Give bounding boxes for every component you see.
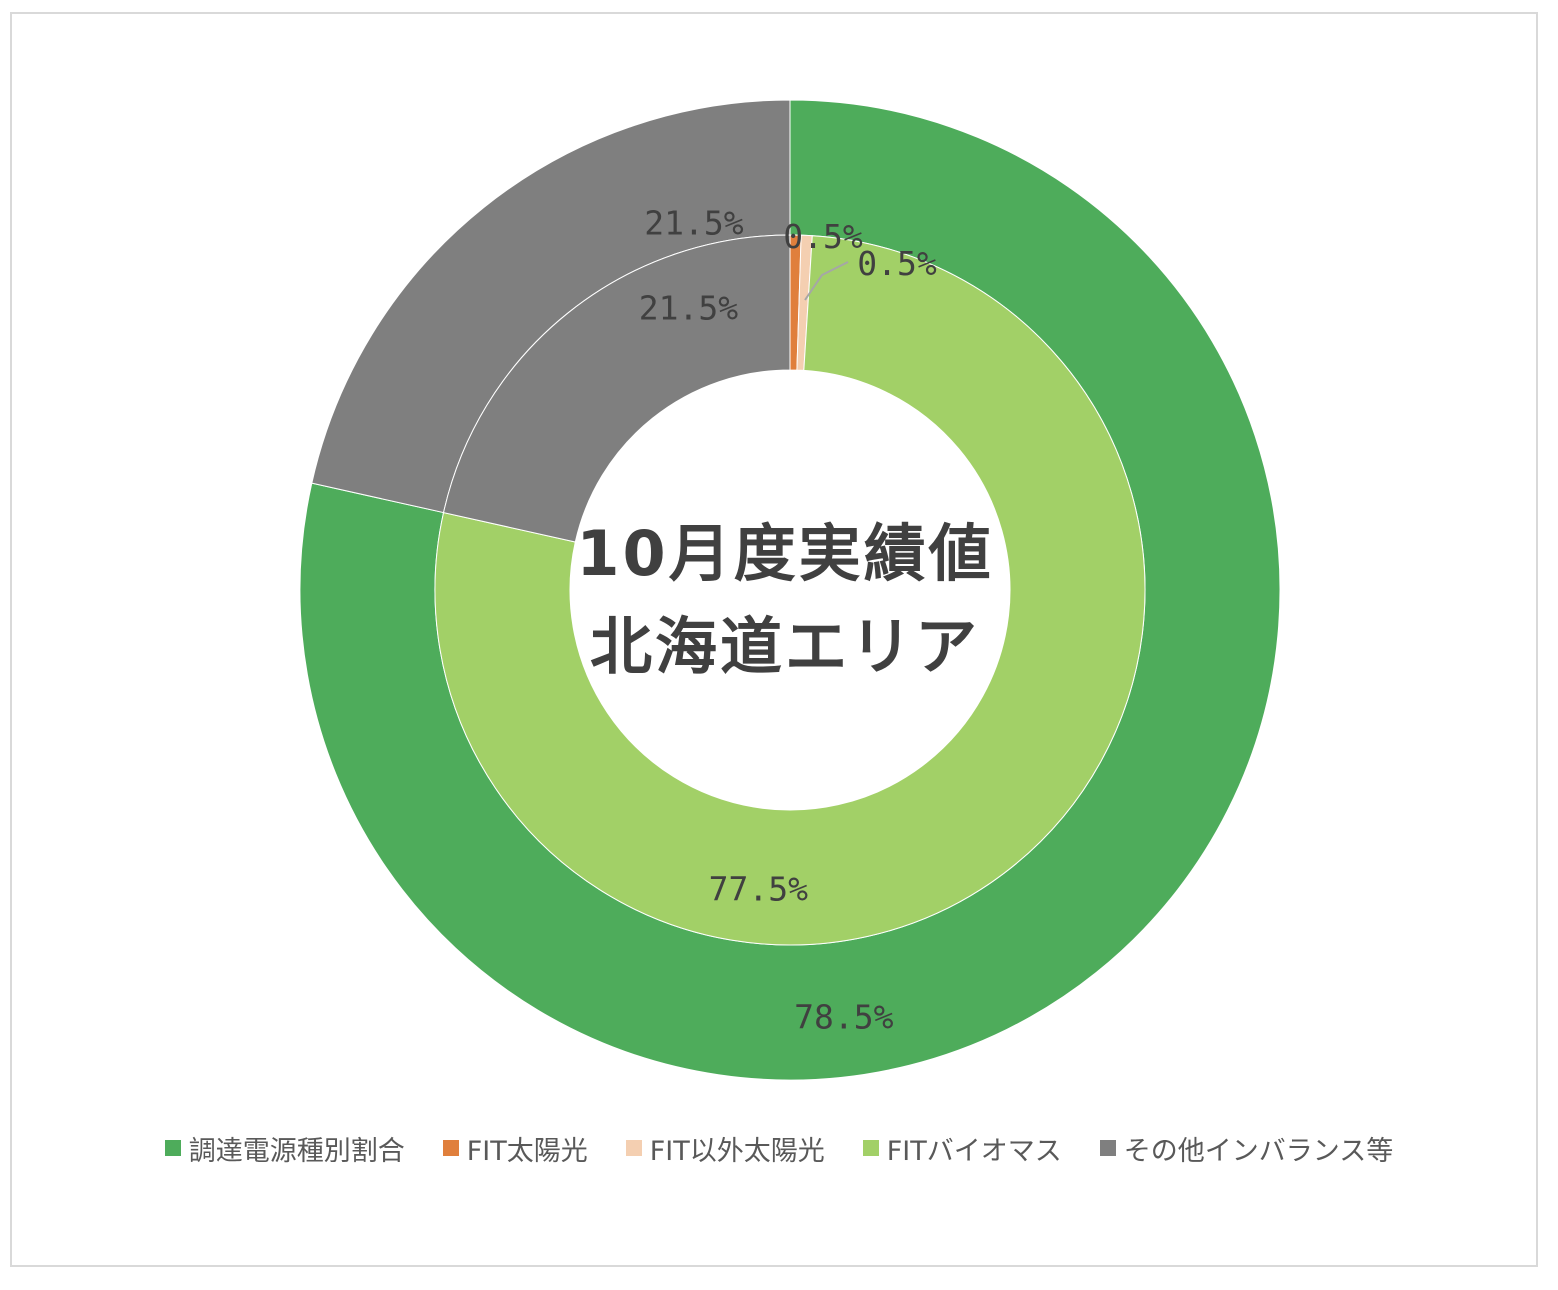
legend-swatch bbox=[442, 1140, 459, 1156]
legend-swatch bbox=[164, 1140, 181, 1156]
leader-line bbox=[804, 261, 849, 301]
legend-item: 調達電源種別割合 bbox=[164, 1129, 405, 1168]
chart-legend: 調達電源種別割合 FIT太陽光 FIT以外太陽光 FITバイオマス その他インバ… bbox=[0, 1128, 1558, 1168]
legend-label: FIT太陽光 bbox=[466, 1135, 588, 1167]
data-labels: 78.5% 21.5% 0.5%0.5% 77.5% 21.5% bbox=[639, 203, 937, 1036]
legend-item: FIT太陽光 bbox=[442, 1129, 588, 1168]
inner-ring-data-label: 0.5% bbox=[783, 217, 863, 256]
legend-label: FITバイオマス bbox=[886, 1135, 1062, 1167]
legend-item: FITバイオマス bbox=[862, 1129, 1062, 1168]
center-title: 10月度実績値 北海道エリア bbox=[576, 517, 993, 683]
legend-label: FIT以外太陽光 bbox=[649, 1135, 825, 1167]
inner-ring-slice bbox=[442, 234, 791, 543]
inner-ring-data-label: 21.5% bbox=[639, 289, 738, 328]
legend-swatch bbox=[862, 1140, 879, 1156]
center-title-line-2: 北海道エリア bbox=[590, 610, 980, 683]
legend-item: その他インバランス等 bbox=[1099, 1129, 1394, 1168]
inner-ring bbox=[434, 234, 1146, 946]
legend-swatch bbox=[1099, 1140, 1116, 1156]
doughnut-chart: 78.5% 21.5% 0.5%0.5% 77.5% 21.5% 10月度実績値 北海道… bbox=[299, 99, 1281, 1081]
outer-ring-data-label: 21.5% bbox=[644, 203, 743, 242]
center-title-line-1: 10月度実績値 bbox=[576, 517, 993, 590]
inner-ring-data-label: 77.5% bbox=[709, 869, 808, 908]
inner-ring-data-label: 0.5% bbox=[857, 244, 937, 283]
inner-ring-slice bbox=[434, 235, 1146, 946]
legend-item: FIT以外太陽光 bbox=[625, 1129, 825, 1168]
legend-label: 調達電源種別割合 bbox=[188, 1135, 405, 1167]
outer-ring-data-label: 78.5% bbox=[794, 998, 893, 1037]
legend-swatch bbox=[625, 1140, 642, 1156]
legend-label: その他インバランス等 bbox=[1123, 1135, 1394, 1167]
